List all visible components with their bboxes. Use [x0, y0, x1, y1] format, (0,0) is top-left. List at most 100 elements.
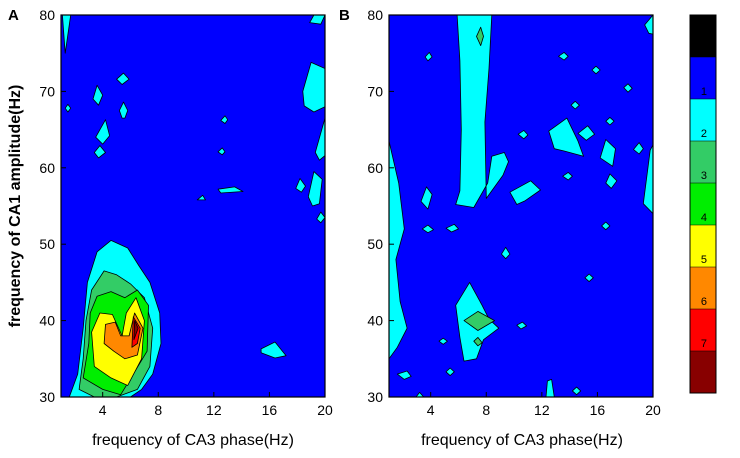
panel-b: 4 8 12 16 20 30 40 50 60 70 80 B frequency of CA3…: [339, 7, 661, 449]
y-tick-label: 40: [367, 313, 383, 329]
panel-a-contour-region: [314, 117, 325, 161]
panel-b-y-ticks: 30 40 50 60 70 80: [367, 7, 394, 405]
panel-a-contour-region: [295, 178, 306, 193]
panel-b-contour-region: [599, 139, 616, 167]
panel-b-contour-region: [601, 221, 611, 231]
colorbar-tick-label: 2: [701, 128, 707, 140]
panel-b-contour-region: [584, 273, 594, 283]
panel-a-label: A: [8, 7, 19, 24]
colorbar-tick-label: 7: [701, 338, 707, 350]
panel-b-contour-region: [623, 83, 633, 93]
panel-b-contour-region: [516, 321, 527, 330]
colorbar-tick-label: 5: [701, 254, 707, 266]
panel-b-contour-region: [501, 246, 511, 260]
panel-a-contour-region: [316, 211, 325, 224]
panel-b-label: B: [339, 7, 350, 24]
panel-a-contour-region: [196, 194, 206, 201]
y-tick-label: 50: [39, 236, 55, 252]
panel-a-contour-region: [133, 320, 139, 341]
panel-b-frame: [388, 14, 654, 398]
panel-b-contour-region: [545, 378, 555, 397]
panel-b-contour-region: [421, 224, 434, 234]
panel-b-contour-region: [463, 310, 496, 331]
x-tick-label: 20: [645, 402, 661, 418]
panel-b-x-axis-label: frequency of CA3 phase(Hz): [421, 432, 623, 449]
panel-b-contour-region: [455, 15, 509, 208]
panel-a-contour-region: [62, 15, 72, 54]
panel-a-contour-region: [217, 186, 244, 194]
y-axis-label: frequency of CA1 amplitude(Hz): [7, 85, 24, 328]
y-tick-label: 30: [367, 389, 383, 405]
panel-a-contours: [62, 15, 325, 397]
panel-b-contour-region: [548, 117, 584, 157]
panel-a-x-ticks: 4 8 12 16 20: [99, 392, 333, 418]
panel-b-contour-region: [642, 144, 653, 215]
colorbar-swatch: [690, 351, 716, 393]
panel-b-contour-region: [558, 52, 569, 61]
panel-a-contour-region: [307, 171, 323, 207]
panel-b-contour-region: [420, 186, 433, 210]
panel-a-contour-region: [260, 341, 287, 359]
panel-b-contour-region: [396, 370, 412, 380]
colorbar-swatch: [690, 141, 716, 183]
panel-a-contour-region: [92, 84, 104, 106]
x-tick-label: 16: [590, 402, 606, 418]
panel-b-contour-region: [562, 171, 573, 181]
panel-b-contour-region: [424, 52, 433, 62]
colorbar-tick-label: 6: [701, 296, 707, 308]
x-tick-label: 12: [206, 402, 222, 418]
panel-b-x-ticks: 4 8 12 16 20: [427, 392, 661, 418]
colorbar-tick-label: 1: [701, 86, 707, 98]
colorbar-tick-label: 4: [701, 212, 707, 224]
panel-b-contour-region: [644, 15, 653, 35]
panel-b-contour-region: [591, 65, 601, 75]
panel-b-contour-region: [415, 391, 425, 397]
colorbar-swatch: [690, 225, 716, 267]
panel-a-contour-region: [64, 104, 72, 113]
panel-b-contour-region: [605, 173, 618, 189]
panel-b-contour-region: [633, 142, 644, 155]
colorbar-frame: [689, 14, 717, 394]
panel-b-contour-region: [476, 26, 484, 46]
panel-b-contour-region: [605, 117, 615, 126]
panel-b-contour-region: [577, 125, 595, 141]
panel-a-contour-region: [93, 145, 106, 159]
colorbar-swatch: [690, 15, 716, 57]
colorbar: 0 1 2 3 4 5 6 7: [689, 14, 717, 394]
panel-b-contour-region: [389, 140, 408, 360]
y-tick-label: 80: [367, 7, 383, 23]
y-tick-label: 30: [39, 389, 55, 405]
panel-b-contour-region: [572, 386, 582, 396]
x-tick-label: 8: [482, 402, 490, 418]
panel-b-contour-region: [473, 336, 483, 347]
panel-b-contour-region: [509, 180, 541, 205]
x-tick-label: 8: [154, 402, 162, 418]
panel-b-contour-region: [570, 100, 580, 110]
panel-a-contour-region: [119, 101, 129, 119]
panel-a-contour-region: [217, 147, 226, 156]
panel-a-contour-region: [220, 115, 229, 124]
panel-b-contour-region: [445, 367, 455, 377]
panel-b-contour-region: [517, 129, 529, 140]
colorbar-tick-label: 0: [701, 44, 707, 56]
y-tick-label: 60: [39, 160, 55, 176]
y-tick-label: 70: [39, 83, 55, 99]
y-tick-label: 60: [367, 160, 383, 176]
panel-a-x-axis-label: frequency of CA3 phase(Hz): [92, 432, 294, 449]
colorbar-swatch: [690, 57, 716, 99]
panel-b-background: [389, 15, 653, 397]
colorbar-swatch: [690, 183, 716, 225]
panel-a: 4 8 12 16 20 30 40 50 60 70 80 A frequency of CA3…: [8, 7, 333, 449]
colorbar-tick-label: 3: [701, 170, 707, 182]
x-tick-label: 4: [99, 402, 107, 418]
panel-b-contour-region: [445, 223, 459, 233]
y-tick-label: 40: [39, 313, 55, 329]
x-tick-label: 4: [427, 402, 435, 418]
x-tick-label: 16: [262, 402, 278, 418]
panel-a-contour-region: [302, 62, 325, 113]
panel-a-contour-region: [309, 15, 325, 25]
panel-a-contour-region: [116, 72, 130, 85]
y-tick-label: 50: [367, 236, 383, 252]
y-tick-label: 70: [367, 83, 383, 99]
